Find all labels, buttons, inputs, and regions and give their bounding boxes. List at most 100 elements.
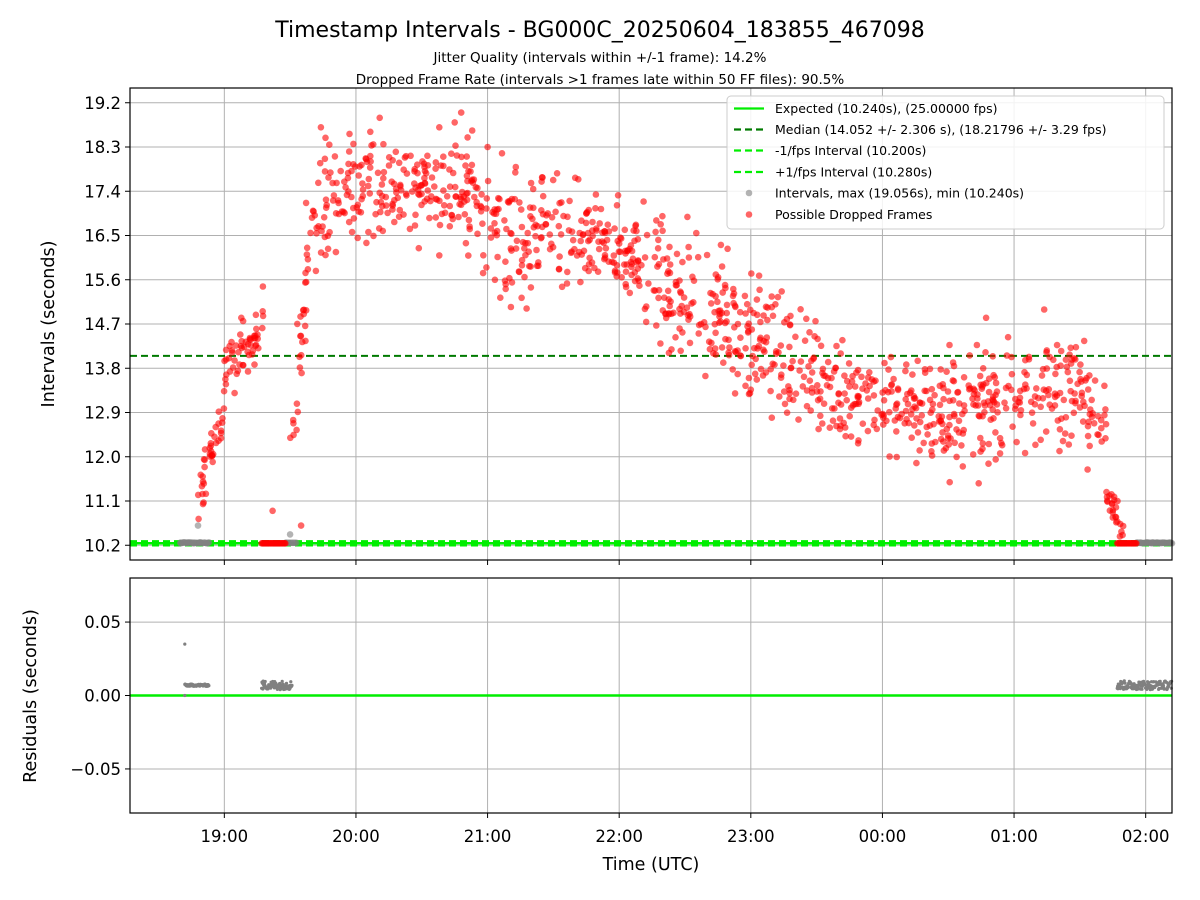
dropped-frame-point: [560, 212, 567, 220]
intervals-y-tick-label: 17.4: [84, 182, 121, 201]
interval-point: [1138, 539, 1145, 547]
dropped-frame-point: [800, 373, 808, 381]
dropped-frame-point: [308, 214, 316, 221]
dropped-frame-point: [973, 341, 981, 349]
dropped-frame-point: [350, 215, 358, 222]
dropped-frame-point: [946, 478, 953, 486]
dropped-frame-point: [597, 205, 605, 213]
dropped-frame-point: [219, 415, 226, 422]
dropped-frame-point: [640, 198, 647, 205]
dropped-frame-point: [881, 359, 888, 367]
dropped-frame-point: [894, 385, 902, 393]
dropped-frame-point: [790, 396, 797, 404]
dropped-frame-point: [1084, 432, 1092, 440]
dropped-frame-point: [677, 347, 684, 355]
dropped-frame-point: [911, 422, 918, 429]
x-tick-label: 21:00: [464, 827, 512, 846]
residuals-panel: −0.05 0.00 0.05 19:00 20:00 21:00 22:00 23:00 0…: [21, 577, 1174, 846]
dropped-frame-point: [898, 410, 905, 418]
dropped-frame-point: [302, 278, 310, 286]
dropped-frame-point: [555, 222, 563, 230]
dropped-frame-point: [839, 336, 846, 344]
residual-point: [183, 693, 187, 698]
dropped-frame-point: [734, 320, 742, 328]
dropped-frame-point: [1053, 341, 1061, 349]
dropped-frame-point: [931, 391, 938, 399]
dropped-frame-point: [580, 247, 588, 255]
intervals-y-tick-label: 13.8: [84, 359, 121, 378]
dropped-frame-point: [464, 134, 471, 141]
x-tick-label: 22:00: [595, 827, 643, 846]
dropped-frame-point: [714, 274, 722, 281]
dropped-frame-point: [858, 373, 865, 381]
dropped-frame-point: [1022, 356, 1029, 364]
residual-point: [1126, 685, 1130, 689]
dropped-frame-point: [686, 339, 694, 347]
dropped-frame-point: [685, 254, 693, 261]
dropped-frame-point: [448, 150, 455, 157]
dropped-frame-point: [831, 405, 838, 412]
dropped-frame-point: [1077, 361, 1084, 368]
dropped-frame-point: [1112, 519, 1120, 526]
dropped-frame-point: [1078, 378, 1085, 385]
dropped-frame-point: [913, 415, 920, 422]
dropped-frame-point: [693, 229, 700, 237]
dropped-frame-point: [718, 344, 726, 351]
dropped-frame-point: [923, 423, 930, 431]
interval-point: [293, 539, 300, 547]
dropped-frame-point: [395, 213, 403, 220]
dropped-frame-point: [354, 234, 362, 242]
dropped-frame-point: [653, 217, 660, 224]
dropped-frame-point: [613, 262, 621, 269]
dropped-frame-point: [530, 204, 537, 212]
dropped-frame-point: [757, 365, 765, 373]
dropped-frame-point: [622, 268, 630, 276]
dropped-frame-point: [322, 251, 329, 259]
dropped-frame-point: [411, 222, 419, 229]
dropped-frame-point: [237, 331, 244, 338]
dropped-frame-point: [677, 289, 685, 297]
dropped-frame-point: [742, 310, 749, 317]
dropped-frame-point: [415, 244, 423, 252]
dropped-frame-point: [406, 225, 414, 233]
dropped-frame-point: [617, 235, 625, 242]
dropped-frame-point: [1066, 377, 1074, 385]
dropped-frame-point: [555, 265, 563, 273]
dropped-frame-point: [706, 345, 714, 353]
dropped-frame-point: [985, 440, 993, 448]
dropped-frame-point: [873, 425, 881, 433]
dropped-frame-point: [685, 243, 692, 251]
dropped-frame-point: [462, 239, 470, 247]
dropped-frame-point: [847, 433, 855, 440]
dropped-frame-point: [937, 366, 944, 373]
dropped-frame-point: [953, 453, 960, 461]
dropped-frame-point: [914, 429, 922, 436]
dropped-frame-point: [195, 515, 202, 523]
dropped-frame-point: [906, 389, 914, 397]
dropped-frame-point: [599, 229, 606, 236]
dropped-frame-point: [1101, 382, 1108, 390]
dropped-frame-point: [736, 308, 744, 316]
dropped-frame-point: [297, 351, 305, 359]
dropped-frame-point: [665, 349, 673, 357]
dropped-frame-point: [474, 184, 481, 192]
dropped-frame-point: [302, 307, 310, 314]
intervals-y-tick-label: 11.1: [84, 492, 121, 511]
dropped-frame-point: [1057, 362, 1064, 370]
dropped-frame-point: [982, 314, 990, 322]
dropped-frame-point: [1017, 407, 1025, 414]
dropped-frame-point: [197, 471, 204, 479]
dropped-frame-point: [837, 350, 844, 357]
dropped-frame-point: [233, 370, 240, 378]
dropped-frame-point: [953, 426, 960, 433]
dropped-frame-point: [468, 127, 476, 134]
dropped-frame-point: [679, 258, 686, 266]
dropped-frame-point: [462, 162, 469, 169]
dropped-frame-point: [546, 231, 554, 238]
residuals-y-ticks: −0.05 0.00 0.05: [70, 613, 130, 779]
dropped-frame-point: [1079, 418, 1087, 425]
dropped-frame-point: [971, 387, 978, 394]
dropped-frame-point: [780, 388, 788, 395]
dropped-frame-point: [411, 165, 419, 173]
residual-point: [1158, 679, 1162, 684]
